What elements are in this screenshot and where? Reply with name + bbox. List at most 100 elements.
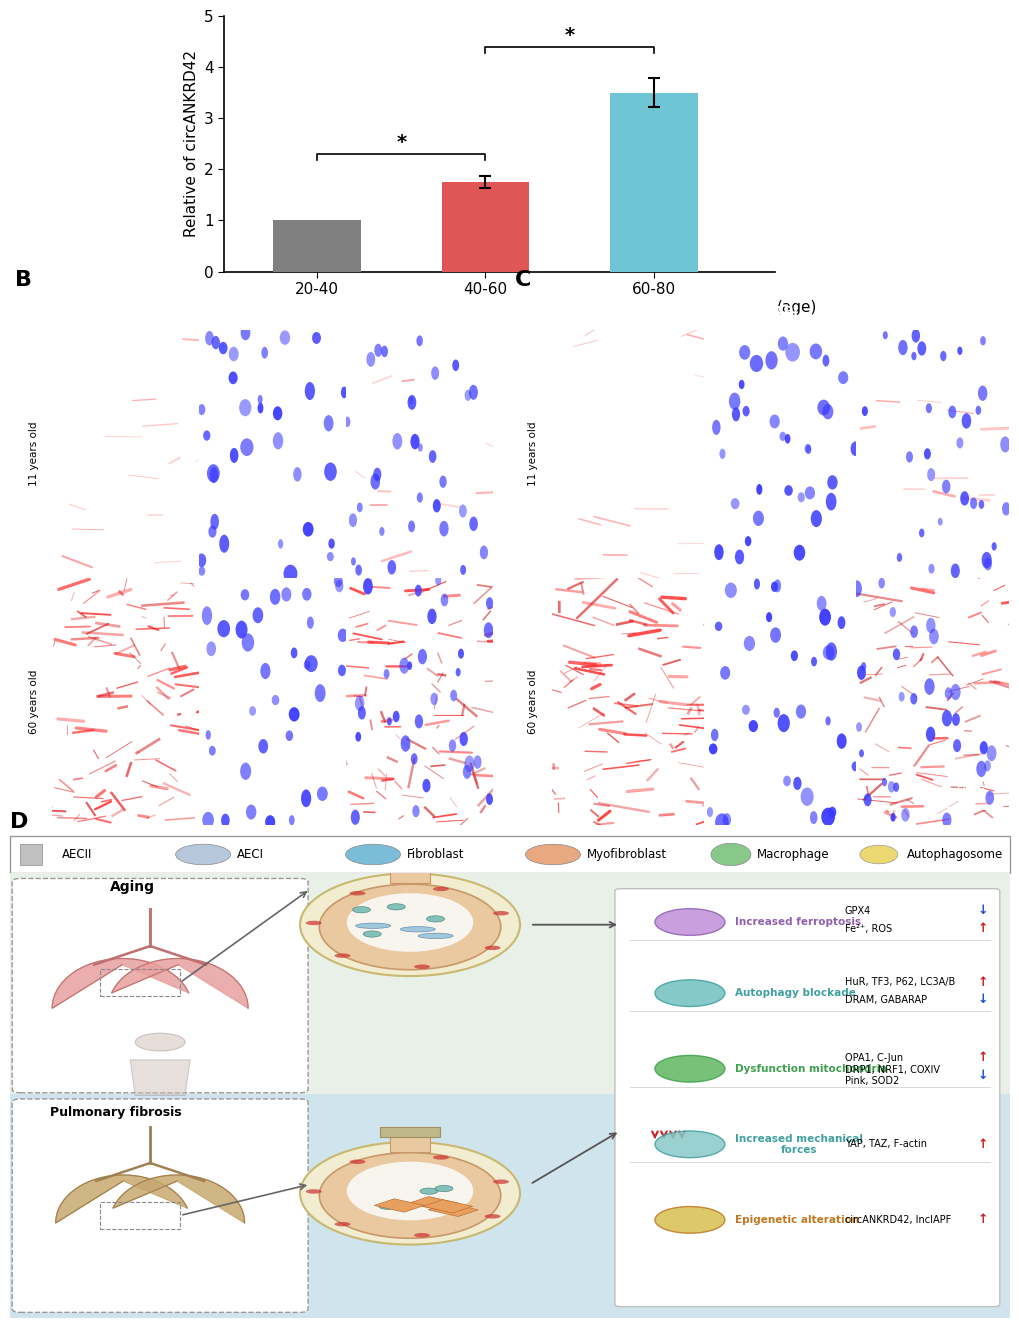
Ellipse shape — [974, 406, 980, 415]
Ellipse shape — [217, 620, 230, 638]
Text: *: * — [395, 133, 406, 153]
Ellipse shape — [455, 668, 461, 676]
Ellipse shape — [412, 805, 419, 817]
Ellipse shape — [821, 405, 833, 419]
Ellipse shape — [350, 1159, 365, 1165]
Ellipse shape — [916, 341, 925, 355]
Ellipse shape — [407, 662, 412, 669]
Ellipse shape — [300, 1142, 520, 1244]
Text: ↑: ↑ — [977, 1138, 987, 1151]
Ellipse shape — [340, 386, 347, 398]
Ellipse shape — [355, 732, 361, 741]
Ellipse shape — [816, 399, 829, 415]
Ellipse shape — [486, 793, 492, 805]
Ellipse shape — [292, 467, 302, 482]
Ellipse shape — [317, 787, 327, 801]
Ellipse shape — [927, 564, 933, 574]
Ellipse shape — [950, 563, 959, 578]
Ellipse shape — [305, 655, 317, 672]
Ellipse shape — [860, 662, 865, 671]
Text: OPA1, C-Jun: OPA1, C-Jun — [844, 1053, 902, 1062]
Ellipse shape — [387, 904, 405, 910]
Ellipse shape — [459, 732, 468, 747]
Ellipse shape — [713, 544, 722, 560]
Ellipse shape — [753, 579, 759, 590]
Text: Merge: Merge — [395, 305, 442, 318]
Ellipse shape — [414, 1233, 430, 1238]
Text: 11 years old: 11 years old — [528, 422, 538, 486]
Ellipse shape — [219, 535, 229, 552]
Ellipse shape — [977, 386, 986, 401]
Ellipse shape — [206, 731, 211, 740]
Ellipse shape — [271, 695, 279, 705]
Text: Epigenetic alteration: Epigenetic alteration — [735, 1215, 858, 1225]
Ellipse shape — [240, 438, 254, 457]
Ellipse shape — [357, 503, 363, 512]
Ellipse shape — [408, 395, 416, 410]
Ellipse shape — [926, 469, 934, 480]
Ellipse shape — [459, 504, 467, 518]
Ellipse shape — [485, 598, 492, 610]
Ellipse shape — [850, 442, 860, 457]
Ellipse shape — [306, 1189, 321, 1194]
Text: AECI: AECI — [236, 848, 264, 861]
Ellipse shape — [804, 443, 810, 454]
Ellipse shape — [414, 965, 430, 969]
Text: circANKRD42, lncIAPF: circANKRD42, lncIAPF — [844, 1215, 950, 1225]
Ellipse shape — [203, 430, 210, 441]
Ellipse shape — [473, 756, 481, 769]
Ellipse shape — [940, 351, 946, 361]
Ellipse shape — [710, 844, 750, 865]
Ellipse shape — [288, 707, 300, 721]
Ellipse shape — [285, 731, 292, 741]
Ellipse shape — [654, 909, 725, 936]
Ellipse shape — [335, 580, 343, 592]
Ellipse shape — [851, 761, 858, 771]
Ellipse shape — [312, 331, 321, 343]
Text: Dysfunction mitochondria: Dysfunction mitochondria — [735, 1063, 887, 1074]
Ellipse shape — [944, 687, 952, 699]
Ellipse shape — [925, 618, 934, 634]
Ellipse shape — [969, 498, 976, 508]
Text: 50μm: 50μm — [955, 785, 984, 796]
Ellipse shape — [890, 813, 895, 821]
Text: Aging: Aging — [110, 880, 155, 894]
Ellipse shape — [918, 528, 923, 538]
Ellipse shape — [979, 337, 985, 346]
Ellipse shape — [355, 695, 364, 711]
Bar — [273, 221, 361, 272]
Ellipse shape — [797, 492, 804, 502]
Ellipse shape — [492, 1179, 508, 1185]
Ellipse shape — [983, 558, 990, 571]
Ellipse shape — [261, 347, 268, 358]
Text: A: A — [229, 0, 247, 3]
Ellipse shape — [752, 511, 763, 526]
Ellipse shape — [288, 815, 294, 825]
Ellipse shape — [202, 812, 214, 828]
Ellipse shape — [950, 684, 960, 700]
Bar — [389, 866, 430, 884]
Ellipse shape — [270, 588, 280, 604]
Ellipse shape — [654, 980, 725, 1006]
Ellipse shape — [816, 596, 825, 611]
Ellipse shape — [851, 580, 861, 598]
Ellipse shape — [465, 390, 471, 401]
Ellipse shape — [305, 382, 315, 401]
Text: (age): (age) — [776, 299, 816, 314]
Ellipse shape — [773, 579, 781, 592]
Ellipse shape — [654, 1055, 725, 1082]
Ellipse shape — [881, 331, 887, 339]
Ellipse shape — [197, 554, 206, 567]
Ellipse shape — [722, 813, 731, 827]
Ellipse shape — [855, 723, 861, 732]
Ellipse shape — [334, 953, 351, 958]
Ellipse shape — [825, 492, 836, 511]
Ellipse shape — [826, 475, 837, 490]
Ellipse shape — [439, 475, 446, 488]
Ellipse shape — [408, 520, 415, 532]
Ellipse shape — [300, 873, 520, 976]
Bar — [100, 1202, 180, 1229]
Ellipse shape — [208, 526, 216, 538]
Ellipse shape — [307, 616, 314, 628]
Ellipse shape — [800, 788, 813, 805]
